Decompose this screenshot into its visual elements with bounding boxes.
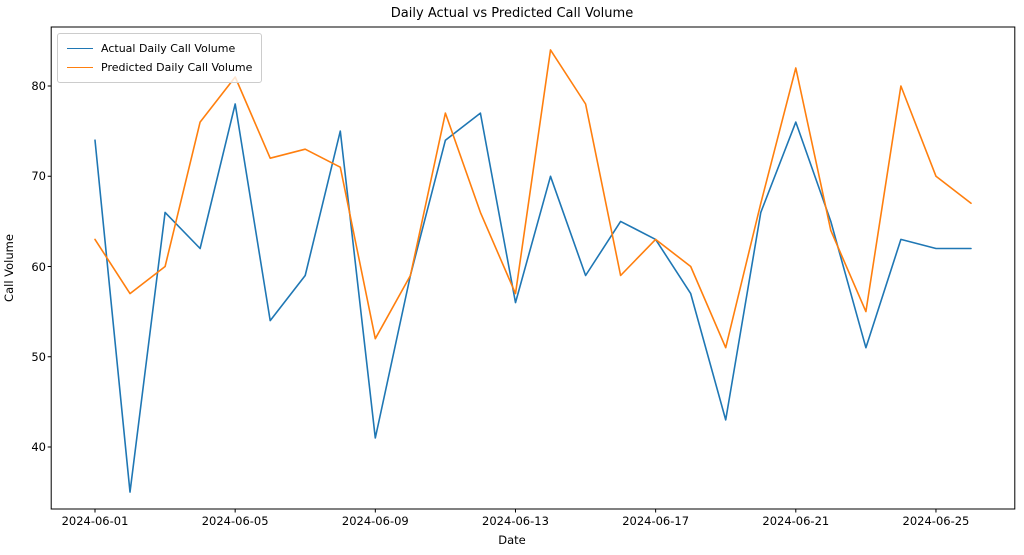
plot-frame <box>50 26 1016 510</box>
chart-title: Daily Actual vs Predicted Call Volume <box>390 6 634 21</box>
y-tick-label: 70 <box>31 169 46 184</box>
x-tick-label: 2024-06-21 <box>762 514 830 528</box>
actual-daily-call-volume-line <box>94 103 972 493</box>
y-tick-label: 50 <box>31 349 46 364</box>
x-tick-label: 2024-06-05 <box>201 514 269 528</box>
x-tick-label: 2024-06-01 <box>61 514 129 528</box>
y-axis-label: Call Volume <box>2 234 16 302</box>
legend-item-actual: Actual Daily Call Volume <box>67 39 252 58</box>
legend-item-predicted: Predicted Daily Call Volume <box>67 58 252 77</box>
x-tick-label: 2024-06-25 <box>902 514 970 528</box>
actual-line-swatch <box>67 48 93 49</box>
x-axis-label: Date <box>498 533 526 547</box>
y-tick-label: 40 <box>31 440 46 454</box>
y-tick-label: 80 <box>31 79 46 93</box>
x-tick-label: 2024-06-13 <box>482 514 549 528</box>
legend-label-predicted: Predicted Daily Call Volume <box>101 61 253 74</box>
x-tick-label: 2024-06-09 <box>341 514 409 528</box>
predicted-daily-call-volume-line <box>94 49 972 349</box>
y-tick-label: 60 <box>31 259 46 274</box>
predicted-line-swatch <box>67 67 93 68</box>
legend-label-actual: Actual Daily Call Volume <box>101 42 236 55</box>
legend-box: Actual Daily Call Volume Predicted Daily… <box>57 33 263 83</box>
x-tick-label: 2024-06-17 <box>622 514 690 528</box>
